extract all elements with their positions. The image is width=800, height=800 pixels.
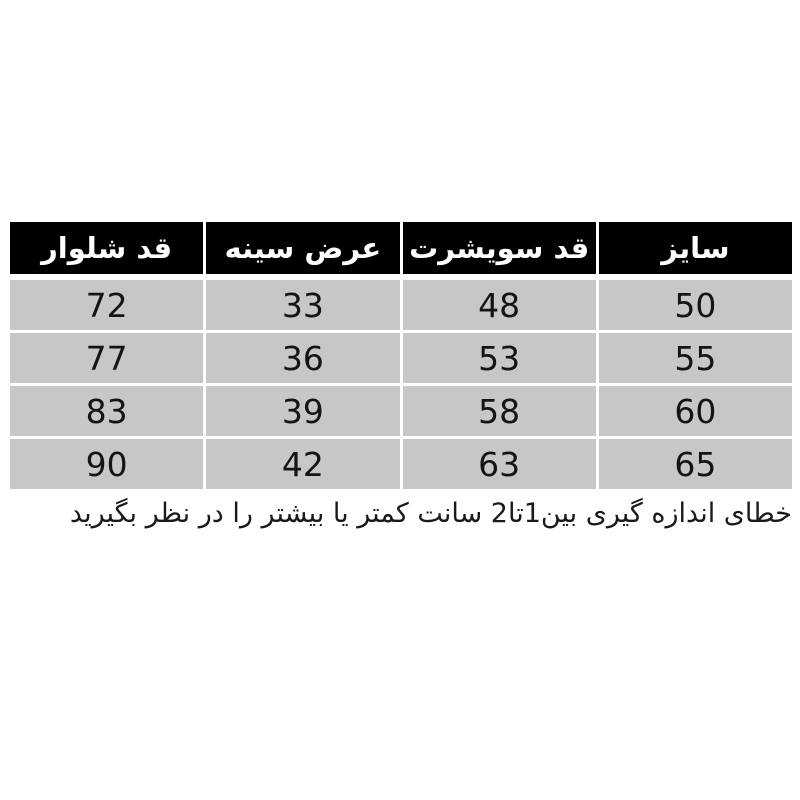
cell-pants-length: 77 xyxy=(10,333,204,383)
cell-chest-width: 42 xyxy=(206,439,400,489)
cell-size: 65 xyxy=(598,439,792,489)
cell-chest-width: 39 xyxy=(206,386,400,436)
cell-sweatshirt-length: 53 xyxy=(402,333,596,383)
table-row: 55 53 36 77 xyxy=(10,333,792,383)
table-row: 65 63 42 90 xyxy=(10,439,792,489)
cell-size: 60 xyxy=(598,386,792,436)
col-header-pants-length: قد شلوار xyxy=(10,222,204,277)
cell-sweatshirt-length: 48 xyxy=(402,280,596,330)
table-row: 60 58 39 83 xyxy=(10,386,792,436)
cell-sweatshirt-length: 63 xyxy=(402,439,596,489)
cell-size: 50 xyxy=(598,280,792,330)
col-header-size: سایز xyxy=(598,222,792,277)
cell-chest-width: 33 xyxy=(206,280,400,330)
table-row: 50 48 33 72 xyxy=(10,280,792,330)
size-chart-table: سایز قد سویشرت عرض سینه قد شلوار 50 48 3… xyxy=(7,219,795,492)
header-row: سایز قد سویشرت عرض سینه قد شلوار xyxy=(10,222,792,277)
measurement-tolerance-note: خطای اندازه گیری بین1تا2 سانت کمتر یا بی… xyxy=(69,498,792,529)
col-header-sweatshirt-length: قد سویشرت xyxy=(402,222,596,277)
cell-chest-width: 36 xyxy=(206,333,400,383)
cell-sweatshirt-length: 58 xyxy=(402,386,596,436)
cell-pants-length: 72 xyxy=(10,280,204,330)
cell-size: 55 xyxy=(598,333,792,383)
col-header-chest-width: عرض سینه xyxy=(206,222,400,277)
cell-pants-length: 90 xyxy=(10,439,204,489)
cell-pants-length: 83 xyxy=(10,386,204,436)
